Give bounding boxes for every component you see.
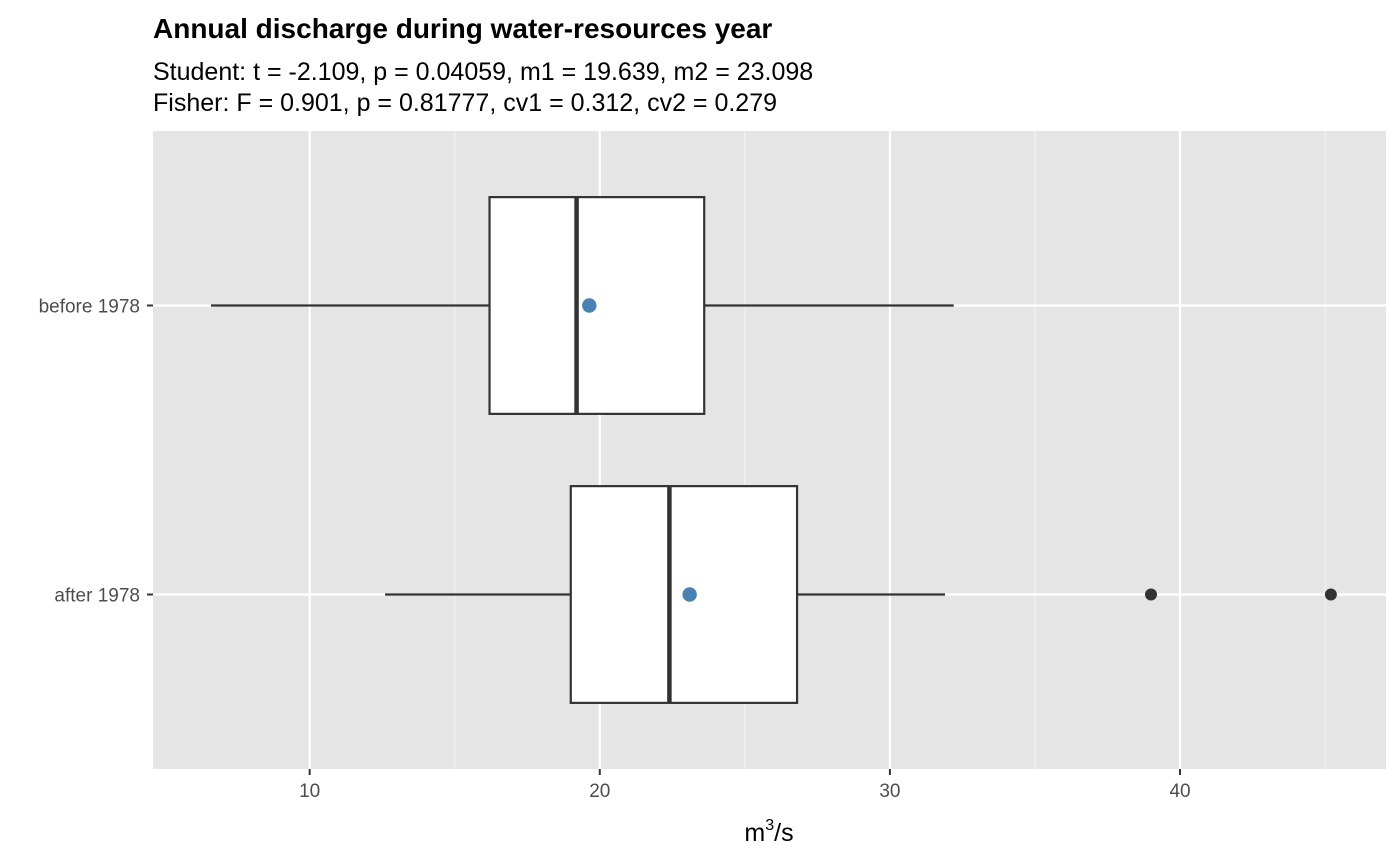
x-tick-label: 40: [1169, 781, 1190, 802]
x-tick-label: 10: [299, 781, 320, 802]
axes-layer: 10 20 30 40 before 1978 after 1978: [39, 297, 1191, 803]
x-axis-title-superscript: 3: [765, 817, 774, 834]
mean-point: [682, 587, 697, 602]
chart-subtitle-fisher: Fisher: F = 0.901, p = 0.81777, cv1 = 0.…: [153, 89, 777, 117]
boxes-layer: [211, 196, 1337, 704]
chart-subtitle-student: Student: t = -2.109, p = 0.04059, m1 = 1…: [153, 58, 813, 86]
x-axis-title-suffix: /s: [774, 819, 793, 847]
chart-title: Annual discharge during water-resources …: [153, 13, 772, 44]
x-axis-title: m3/s: [744, 817, 793, 847]
outlier-point: [1324, 588, 1337, 601]
mean-point: [582, 298, 597, 313]
box-iqr: [488, 196, 706, 415]
box-group: [385, 485, 1337, 704]
box-group: [211, 196, 954, 415]
x-tick-label: 30: [879, 781, 900, 802]
y-tick-label: after 1978: [54, 586, 140, 607]
y-tick-label: before 1978: [39, 297, 140, 318]
x-axis-title-base: m: [744, 819, 765, 847]
outlier-point: [1145, 588, 1158, 601]
x-tick-label: 20: [589, 781, 610, 802]
